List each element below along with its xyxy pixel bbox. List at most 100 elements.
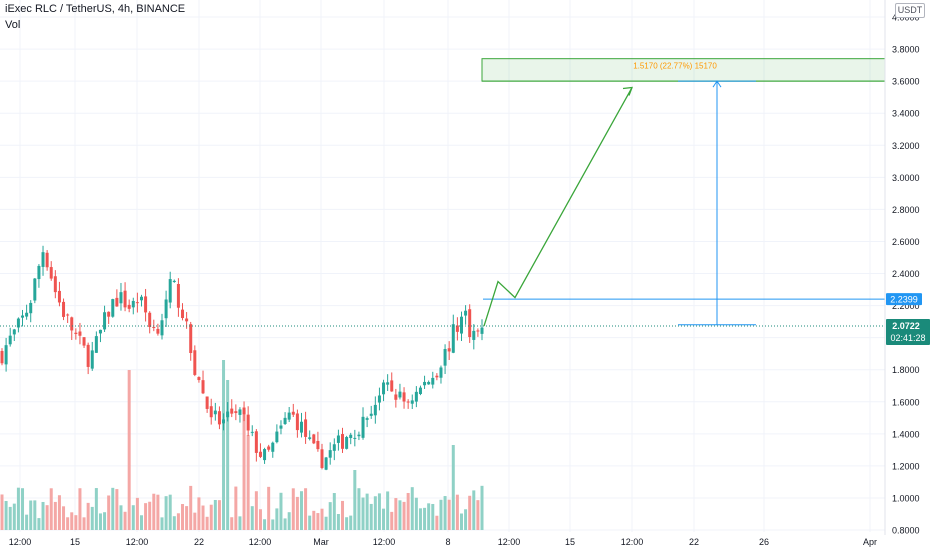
volume-bar [82,517,86,530]
candle-body [402,392,406,402]
volume-bar [45,505,49,530]
volume-bar [226,380,230,530]
last-price-tag [886,319,930,346]
candle-body [135,302,139,304]
candle-body [242,407,246,415]
volume-bar [119,505,123,530]
volume-indicator-label[interactable]: Vol [5,19,21,31]
candle-body [439,367,443,378]
candle-body [205,396,209,409]
volume-bar [439,499,443,530]
candle-body [377,395,381,403]
candle-body [66,314,70,316]
candle-body [320,449,324,468]
candle-body [328,450,332,458]
volume-bar [172,516,176,530]
candle-body [246,414,250,431]
volume-bar [443,496,447,530]
volume-bar [209,504,213,530]
volume-bar [369,503,373,530]
volume-bar [144,503,148,530]
measure-arrow-head [712,80,722,88]
volume-bar [78,488,82,530]
volume-bar [390,511,394,530]
volume-bar [193,512,197,530]
volume-bar [246,435,250,530]
volume-bar [423,507,427,530]
candle-body [258,451,262,457]
volume-bar [357,488,361,530]
candle-body [185,318,189,322]
time-tick-label: Apr [863,537,877,547]
candle-body [226,411,230,418]
candle-body [414,391,418,402]
candle-body [189,324,193,354]
candle-body [222,419,226,424]
candle-body [148,312,152,327]
price-tick-label: 1.4000 [892,429,920,439]
volume-bar [222,360,226,530]
candle-body [447,348,451,352]
candle-body [287,412,291,420]
candle-body [336,435,340,443]
candle-body [455,325,459,332]
volume-bar [299,491,303,530]
candle-body [152,326,156,328]
volume-bar [234,486,238,530]
candle-body [250,431,254,433]
candle-body [308,437,312,439]
candle-body [304,419,308,437]
time-tick-label: 8 [445,537,450,547]
candle-body [263,449,267,461]
candle-body [98,329,102,334]
candle-body [464,310,468,316]
volume-bar [57,495,61,530]
candle-body [275,431,279,443]
candle-body [353,437,357,439]
candle-body [197,377,201,381]
time-tick-label: 12:00 [498,537,521,547]
volume-bar [197,497,201,530]
volume-bar [308,515,312,530]
volume-bar [455,494,459,530]
candle-body [160,320,164,336]
candle-body [0,350,4,364]
volume-bar [271,519,275,530]
candle-body [451,324,455,353]
candle-body [107,311,111,317]
candle-body [345,437,349,449]
volume-bar [431,503,435,530]
candle-body [217,411,221,425]
volume-bar [148,501,152,530]
volume-bar [135,497,139,530]
volume-bar [254,491,258,530]
volume-bar [386,491,390,530]
volume-bar [287,512,291,530]
volume-bar [427,503,431,530]
price-tick-label: 3.4000 [892,109,920,119]
symbol-title[interactable]: iExec RLC / TetherUS, 4h, BINANCE [5,3,186,15]
candle-body [12,329,16,335]
volume-bar [414,497,418,530]
projection-path [483,87,633,327]
candle-body [94,336,98,353]
volume-bar [238,516,242,530]
price-tick-label: 1.6000 [892,397,920,407]
volume-bar [49,488,53,530]
currency-unit-button[interactable]: USDT [895,3,925,18]
volume-bar [349,515,353,530]
candle-body [332,444,336,451]
candle-body [295,413,299,431]
candle-body [418,387,422,395]
volume-bar [0,494,4,530]
volume-bar [476,500,480,530]
price-tick-label: 1.2000 [892,461,920,471]
time-tick-label: 15 [565,537,575,547]
candle-body [213,410,217,415]
candle-body [156,328,160,334]
volume-bar [382,508,386,530]
volume-bar [115,489,119,530]
candle-body [312,434,316,444]
candlesticks [0,245,484,471]
